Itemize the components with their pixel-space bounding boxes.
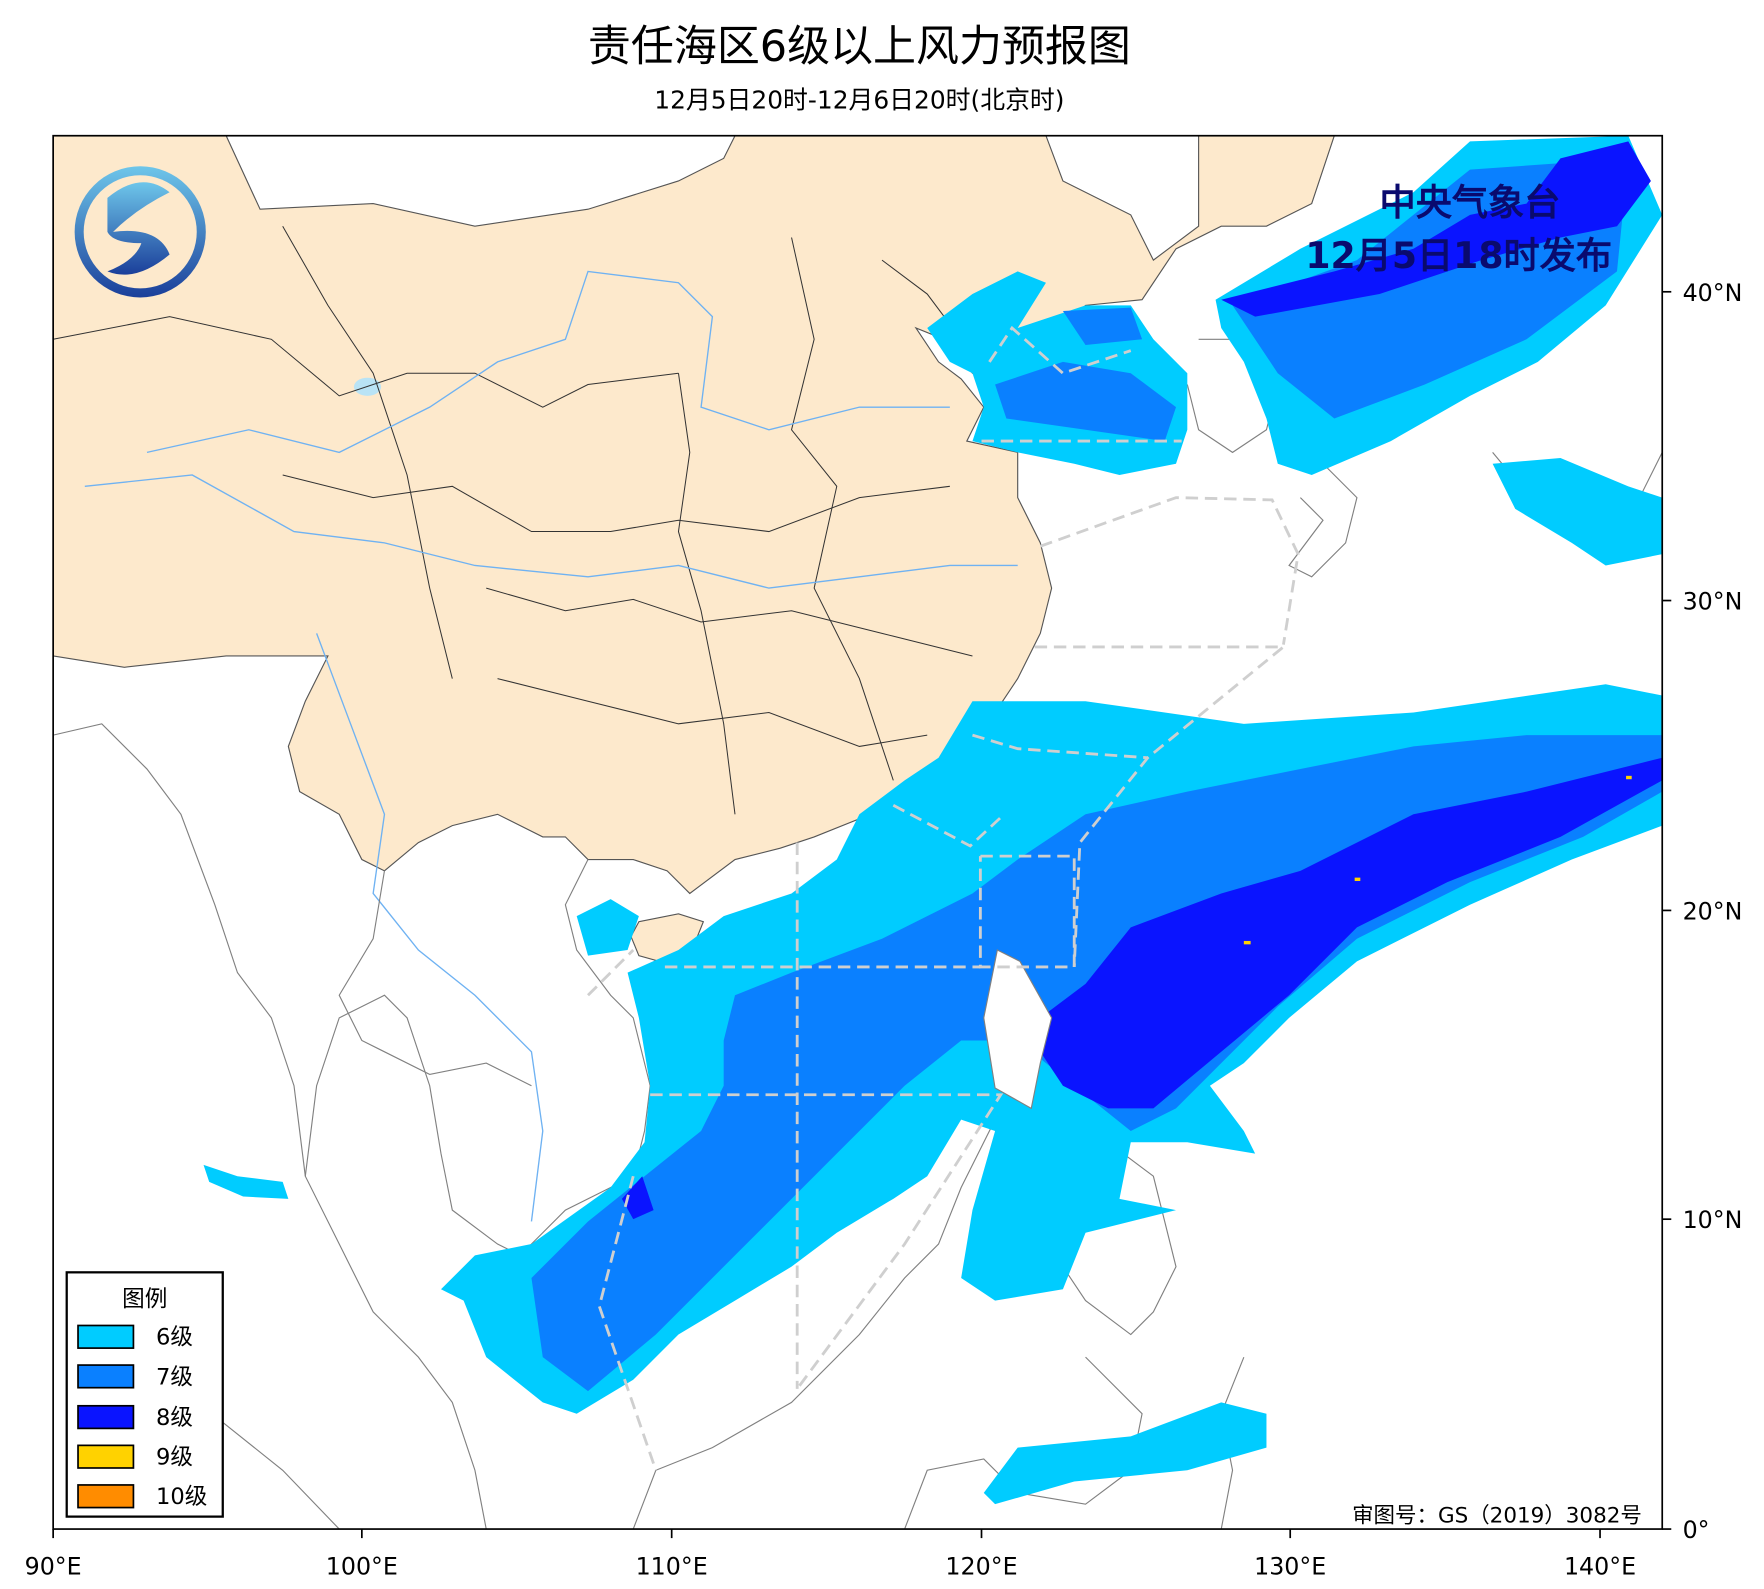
y-tick-label: 10°N bbox=[1683, 1206, 1743, 1234]
rivers bbox=[84, 270, 1018, 1222]
wind-level-9-spots bbox=[1243, 775, 1632, 945]
x-axis bbox=[52, 1529, 1601, 1539]
y-tick-label: 40°N bbox=[1683, 279, 1743, 307]
map-frame bbox=[52, 134, 1664, 1530]
x-tick-label: 120°E bbox=[945, 1552, 1017, 1580]
x-tick-label: 140°E bbox=[1564, 1552, 1636, 1580]
legend-item-10: 10级 bbox=[77, 1484, 207, 1510]
x-tick-label: 110°E bbox=[636, 1552, 708, 1580]
y-tick-label: 30°N bbox=[1683, 588, 1743, 616]
sea-zone-boundaries bbox=[587, 325, 1300, 1471]
cma-logo bbox=[74, 166, 206, 298]
approval-number: 审图号：GS（2019）3082号 bbox=[1352, 1503, 1642, 1528]
legend-item-9: 9级 bbox=[77, 1444, 193, 1471]
publisher-name: 中央气象台 bbox=[1380, 181, 1561, 224]
y-tick-label: 20°N bbox=[1683, 897, 1743, 925]
province-borders bbox=[53, 225, 973, 815]
legend-item-7: 7级 bbox=[77, 1364, 193, 1390]
svg-text:6级: 6级 bbox=[156, 1325, 193, 1351]
y-tick-label: 0° bbox=[1683, 1516, 1710, 1544]
legend-item-8: 8级 bbox=[77, 1404, 193, 1431]
map-area bbox=[53, 135, 1663, 1530]
legend-title: 图例 bbox=[122, 1286, 167, 1312]
publish-time: 12月5日18时发布 bbox=[1305, 234, 1612, 277]
svg-text:10级: 10级 bbox=[156, 1484, 207, 1510]
x-tick-label: 100°E bbox=[326, 1552, 398, 1580]
svg-text:8级: 8级 bbox=[156, 1405, 193, 1431]
legend-item-6: 6级 bbox=[77, 1324, 193, 1351]
luzon-land bbox=[983, 949, 1053, 1110]
wind-level-8-areas bbox=[621, 141, 1663, 1220]
svg-text:7级: 7级 bbox=[156, 1364, 193, 1390]
svg-text:9级: 9级 bbox=[156, 1445, 193, 1471]
y-axis bbox=[1662, 290, 1672, 1530]
legend: 图例 6级 7级 8级 9级 10级 bbox=[65, 1271, 224, 1518]
map-title: 责任海区6级以上风力预报图 bbox=[588, 22, 1131, 72]
map-subtitle: 12月5日20时-12月6日20时(北京时) bbox=[654, 86, 1064, 115]
x-tick-label: 90°E bbox=[25, 1552, 82, 1580]
x-tick-label: 130°E bbox=[1254, 1552, 1326, 1580]
coastlines bbox=[53, 338, 1663, 1530]
